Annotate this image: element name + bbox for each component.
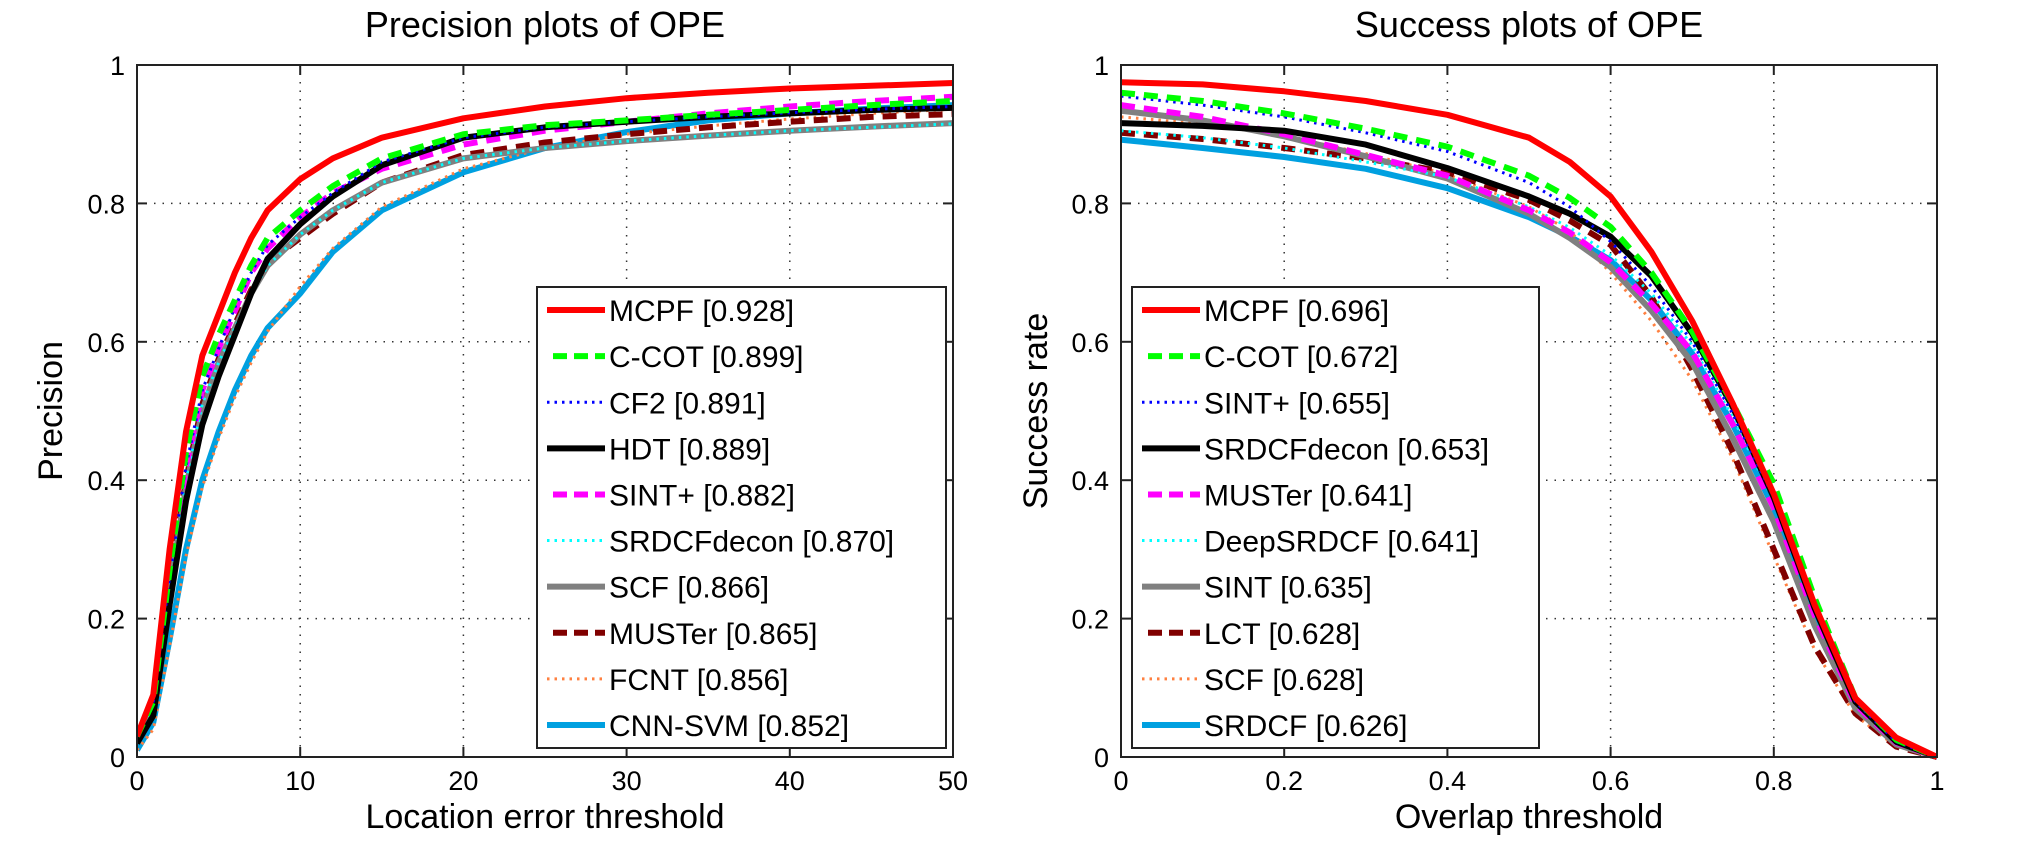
legend-label: LCT [0.628] <box>1204 618 1360 651</box>
x-tick-label: 0.8 <box>1755 766 1793 796</box>
legend-item: MCPF [0.928] <box>547 295 794 328</box>
legend-item: SINT+ [0.655] <box>1142 387 1390 420</box>
legend-label: CF2 [0.891] <box>609 387 766 420</box>
legend: MCPF [0.696] C-COT [0.672] SINT+ [0.655] SR… <box>1131 286 1540 749</box>
legend-box <box>536 286 947 749</box>
series-line-muster <box>1121 102 1937 760</box>
y-tick-label: 0.4 <box>1071 466 1109 496</box>
legend-label: C-COT [0.899] <box>609 341 804 374</box>
legend-item: SRDCF [0.626] <box>1142 710 1407 743</box>
legend-label: MCPF [0.696] <box>1204 295 1389 328</box>
y-tick-label: 0 <box>1094 743 1109 773</box>
chart-title: Success plots of OPE <box>1355 4 1703 45</box>
y-tick-label: 0 <box>110 743 125 773</box>
legend-item: CF2 [0.891] <box>547 387 766 420</box>
legend-item: SCF [0.628] <box>1142 664 1364 697</box>
legend-label: SINT [0.635] <box>1204 572 1372 605</box>
x-tick-label: 40 <box>775 766 805 796</box>
legend-label: SRDCFdecon [0.870] <box>609 526 894 559</box>
legend-item: SINT+ [0.882] <box>553 479 795 512</box>
x-tick-label: 0.2 <box>1265 766 1303 796</box>
series-lines <box>1121 79 1937 760</box>
y-tick-label: 0.2 <box>1071 605 1109 635</box>
series-line-muster <box>137 111 953 745</box>
series-line-mcpf <box>137 80 953 738</box>
series-line-cf2 <box>137 105 953 737</box>
legend-label: FCNT [0.856] <box>609 664 789 697</box>
legend-box <box>1131 286 1540 749</box>
success-plot-panel: 0 0.2 0.4 0.6 0.8 1 0 0.2 0.4 0.6 0.8 1 Success plot… <box>1017 4 1945 836</box>
legend-item: MUSTer [0.641] <box>1148 479 1412 512</box>
y-tick-label: 1 <box>1094 51 1109 81</box>
precision-plot-panel: 0 10 20 30 40 50 0 0.2 0.4 0.6 0.8 1 Precision plots… <box>32 4 968 836</box>
y-tick-label: 0.2 <box>87 605 125 635</box>
x-tick-label: 10 <box>285 766 315 796</box>
legend-label: MUSTer [0.641] <box>1204 479 1412 512</box>
x-axis-label: Overlap threshold <box>1395 798 1663 836</box>
x-tick-label: 1 <box>1929 766 1944 796</box>
x-tick-label: 30 <box>612 766 642 796</box>
legend-label: SINT+ [0.882] <box>609 479 795 512</box>
series-line-cnn-svm <box>137 102 953 752</box>
legend-item: SRDCFdecon [0.870] <box>547 526 894 559</box>
x-tick-label: 0.4 <box>1429 766 1467 796</box>
legend-item: SINT [0.635] <box>1142 572 1372 605</box>
legend-item: MCPF [0.696] <box>1142 295 1389 328</box>
x-tick-label: 0 <box>1113 766 1128 796</box>
legend-item: C-COT [0.672] <box>1148 341 1399 374</box>
legend-label: HDT [0.889] <box>609 433 770 466</box>
legend-item: FCNT [0.856] <box>547 664 789 697</box>
legend-label: SCF [0.866] <box>609 572 769 605</box>
series-line-lct <box>1121 129 1937 760</box>
x-tick-label: 0 <box>129 766 144 796</box>
series-line-scf <box>1121 115 1937 759</box>
y-tick-label: 0.6 <box>1071 328 1109 358</box>
legend-item: SRDCFdecon [0.653] <box>1142 433 1489 466</box>
series-lines <box>137 80 953 752</box>
legend-label: CNN-SVM [0.852] <box>609 710 849 743</box>
legend-item: LCT [0.628] <box>1148 618 1360 651</box>
legend-item: MUSTer [0.865] <box>553 618 817 651</box>
legend-item: HDT [0.889] <box>547 433 770 466</box>
axes-frame <box>136 64 954 758</box>
chart-title: Precision plots of OPE <box>365 4 725 45</box>
legend-label: SINT+ [0.655] <box>1204 387 1390 420</box>
legend: MCPF [0.928] C-COT [0.899] CF2 [0.891] HDT … <box>536 286 947 749</box>
legend-item: CNN-SVM [0.852] <box>547 710 849 743</box>
y-tick-label: 0.8 <box>1071 189 1109 219</box>
legend-item: SCF [0.866] <box>547 572 769 605</box>
y-axis-label: Success rate <box>1017 313 1055 510</box>
legend-item: DeepSRDCF [0.641] <box>1142 526 1479 559</box>
y-axis-label: Precision <box>32 341 70 481</box>
legend-label: MUSTer [0.865] <box>609 618 817 651</box>
axes-frame <box>1120 64 1938 758</box>
y-tick-label: 0.6 <box>87 328 125 358</box>
y-tick-label: 0.4 <box>87 466 125 496</box>
legend-label: MCPF [0.928] <box>609 295 794 328</box>
x-axis-label: Location error threshold <box>365 798 724 836</box>
series-line-mcpf <box>1121 79 1937 760</box>
legend-label: C-COT [0.672] <box>1204 341 1399 374</box>
legend-item: C-COT [0.899] <box>553 341 804 374</box>
y-tick-label: 1 <box>110 51 125 81</box>
y-tick-label: 0.8 <box>87 189 125 219</box>
legend-label: SRDCF [0.626] <box>1204 710 1407 743</box>
legend-label: SCF [0.628] <box>1204 664 1364 697</box>
x-tick-label: 0.6 <box>1592 766 1630 796</box>
legend-label: SRDCFdecon [0.653] <box>1204 433 1489 466</box>
legend-label: DeepSRDCF [0.641] <box>1204 526 1479 559</box>
x-tick-label: 50 <box>938 766 968 796</box>
x-tick-label: 20 <box>448 766 478 796</box>
